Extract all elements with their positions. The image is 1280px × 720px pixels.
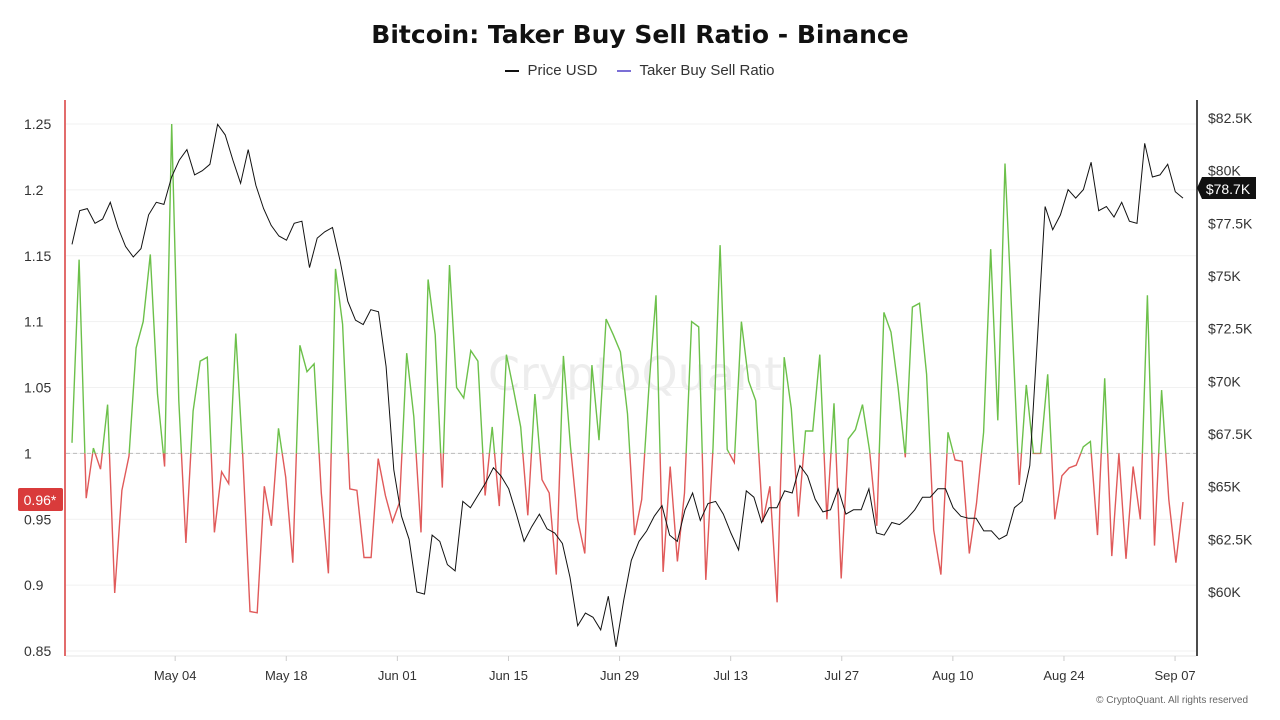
- x-tick-label: Jul 13: [713, 668, 748, 683]
- y-left-tick-label: 1: [24, 445, 32, 461]
- legend-swatch-price: [505, 69, 520, 72]
- y-right-tick-label: $70K: [1208, 373, 1241, 389]
- x-tick-label: Jun 15: [489, 668, 528, 683]
- x-tick-label: Sep 07: [1154, 668, 1195, 683]
- y-right-tick-label: $75K: [1208, 268, 1241, 284]
- y-left-tick-label: 0.9: [24, 577, 44, 593]
- x-tick-label: Jun 29: [600, 668, 639, 683]
- x-tick-label: May 18: [265, 668, 308, 683]
- watermark: CryptoQuant: [488, 347, 782, 401]
- y-left-tick-label: 1.2: [24, 182, 44, 198]
- x-tick-label: Aug 24: [1043, 668, 1084, 683]
- legend-item-ratio[interactable]: Taker Buy Sell Ratio: [617, 62, 775, 79]
- y-left-tick-label: 0.85: [24, 643, 51, 659]
- y-left-tick-label: 1.25: [24, 116, 51, 132]
- x-tick-label: Jun 01: [378, 668, 417, 683]
- y-right-tick-label: $72.5K: [1208, 321, 1253, 337]
- legend-swatch-ratio: [617, 69, 632, 72]
- y-right-tick-label: $67.5K: [1208, 426, 1253, 442]
- current-price-badge-bg: [1197, 177, 1256, 199]
- price-series-line: [71, 123, 1184, 647]
- y-right-tick-label: $65K: [1208, 479, 1241, 495]
- y-right-tick-label: $80K: [1208, 163, 1241, 179]
- y-left-tick-label: 1.1: [24, 314, 44, 330]
- current-price-badge-text: $78.7K: [1206, 181, 1251, 197]
- y-left-tick-label: 1.05: [24, 380, 51, 396]
- x-tick-label: May 04: [154, 668, 197, 683]
- ratio-series-line-below: [84, 453, 1184, 614]
- x-tick-label: Aug 10: [932, 668, 973, 683]
- copyright-footer: © CryptoQuant. All rights reserved: [1096, 695, 1248, 706]
- current-price-badge: $78.7K: [1197, 177, 1256, 199]
- x-tick-label: Jul 27: [824, 668, 859, 683]
- y-left-tick-label: 0.95: [24, 511, 51, 527]
- y-right-tick-label: $62.5K: [1208, 531, 1253, 547]
- y-right-tick-label: $77.5K: [1208, 215, 1253, 231]
- chart-title: Bitcoin: Taker Buy Sell Ratio - Binance: [371, 20, 909, 49]
- y-left-tick-label: 1.15: [24, 248, 51, 264]
- y-right-tick-label: $82.5K: [1208, 110, 1253, 126]
- legend-label-ratio: Taker Buy Sell Ratio: [639, 62, 775, 79]
- legend-item-price[interactable]: Price USD: [505, 62, 597, 79]
- current-ratio-badge-bg: [18, 488, 63, 511]
- chart-legend: Price USD Taker Buy Sell Ratio: [0, 62, 1280, 79]
- current-ratio-badge-text: 0.96*: [24, 492, 57, 508]
- current-ratio-badge: 0.96*: [18, 488, 63, 511]
- legend-label-price: Price USD: [527, 62, 598, 79]
- y-right-tick-label: $60K: [1208, 584, 1241, 600]
- ratio-series-line-above: [71, 123, 1167, 454]
